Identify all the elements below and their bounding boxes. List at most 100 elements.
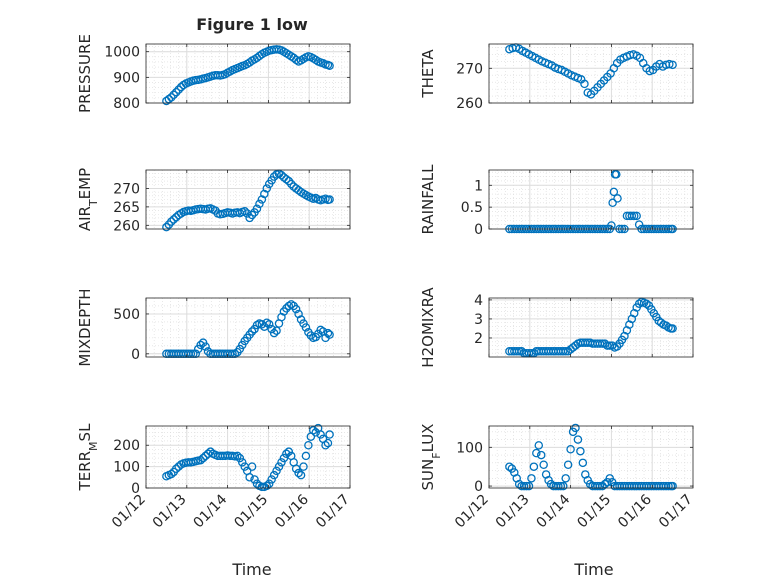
y-axis-label: THETA	[419, 49, 437, 99]
y-tick-label: 2	[474, 331, 483, 347]
series-sun-flux	[505, 423, 677, 491]
data-point	[554, 481, 563, 491]
series-air-temp	[162, 169, 334, 232]
data-point	[167, 217, 176, 226]
data-point	[171, 464, 181, 474]
axes-rainfall: 0 0.5 1 RAINFALL	[419, 164, 694, 238]
data-point	[272, 326, 281, 335]
data-point	[228, 349, 237, 359]
data-point	[325, 195, 334, 204]
y-tick-label: 200	[113, 438, 140, 454]
data-point	[573, 435, 583, 444]
y-axis-label: SUNFLUX	[419, 424, 443, 491]
data-point	[169, 215, 178, 224]
series-mixdepth	[162, 300, 334, 359]
data-point	[282, 449, 291, 459]
data-point	[262, 481, 272, 491]
y-tick-label: 1	[474, 178, 483, 194]
data-point	[527, 474, 536, 483]
plot-area	[489, 170, 693, 229]
x-tick-label: 01/12	[452, 492, 492, 532]
data-point	[247, 210, 257, 220]
data-point	[323, 328, 333, 338]
axes-box	[145, 169, 351, 230]
data-point	[566, 444, 575, 454]
data-point	[536, 450, 546, 460]
axes-box	[488, 297, 694, 358]
data-point	[668, 60, 677, 70]
data-point	[556, 481, 566, 491]
y-tick-label: 265	[113, 200, 140, 216]
data-point	[186, 349, 196, 359]
data-point	[257, 482, 267, 492]
data-point	[191, 349, 201, 359]
x-axis-label-right: Time	[573, 560, 613, 579]
axes-sun-flux: 0 100 01/12 01/13 01/14 01/15 01/16 01/17 SUNFLU…	[419, 424, 696, 532]
x-tick-label: 01/13	[150, 492, 190, 532]
data-point	[167, 469, 176, 479]
plot-area	[146, 426, 350, 488]
data-point	[519, 481, 529, 491]
y-tick-label: 900	[113, 70, 140, 86]
data-point	[323, 438, 333, 448]
data-point	[642, 299, 651, 308]
data-point	[664, 481, 673, 491]
data-point	[279, 453, 289, 463]
data-point	[524, 481, 534, 491]
data-point	[240, 207, 249, 216]
axes-box	[145, 425, 351, 489]
data-point	[505, 462, 514, 471]
y-tick-label: 800	[113, 96, 140, 112]
data-point	[661, 60, 671, 70]
series-h2omixra	[505, 297, 677, 358]
data-point	[294, 468, 303, 478]
axes-mixdepth: 0 500 MIXDEPTH	[76, 288, 351, 367]
x-tick-label: 01/14	[534, 491, 574, 531]
y-tick-label: 500	[113, 307, 140, 323]
data-point	[559, 481, 568, 491]
series-terr-msl	[162, 423, 334, 492]
axes-box	[488, 43, 694, 104]
data-point	[162, 222, 171, 232]
data-point	[269, 470, 279, 480]
data-point	[167, 93, 176, 102]
x-tick-label: 01/15	[574, 492, 614, 532]
y-tick-label: 0	[474, 479, 483, 495]
plot-area	[146, 298, 350, 357]
y-axis-label: AIRTEMP	[76, 168, 100, 231]
data-point	[608, 198, 617, 208]
data-point	[311, 428, 320, 437]
data-point	[277, 170, 286, 180]
data-point	[609, 187, 619, 197]
data-point	[250, 475, 259, 484]
data-point	[578, 458, 588, 468]
data-point	[264, 320, 274, 329]
data-point	[534, 441, 544, 450]
data-point	[580, 79, 589, 89]
axes-box	[145, 43, 351, 104]
axes-theta: 260 270 THETA	[419, 43, 694, 112]
y-tick-label: 100	[113, 460, 140, 476]
data-point	[291, 304, 301, 314]
data-point	[613, 194, 622, 203]
y-tick-label: 270	[456, 61, 483, 77]
data-point	[262, 184, 272, 193]
y-tick-label: 0	[131, 347, 140, 363]
data-point	[301, 451, 311, 461]
y-tick-label: 100	[456, 440, 483, 456]
data-point	[196, 455, 205, 465]
data-point	[286, 179, 296, 189]
data-point	[277, 458, 286, 467]
y-axis-label: TERRMSL	[76, 423, 100, 492]
y-axis-label: MIXDEPTH	[76, 288, 94, 366]
data-point	[634, 220, 644, 229]
data-point	[284, 447, 294, 456]
data-point	[612, 170, 621, 179]
y-axis-label: H2OMIXRA	[419, 287, 437, 368]
x-tick-label: 01/17	[656, 492, 696, 532]
y-tick-label: 0.5	[461, 200, 483, 216]
series-pressure	[162, 45, 334, 106]
data-point	[576, 446, 585, 456]
y-tick-label: 4	[474, 293, 483, 309]
data-point	[196, 340, 205, 350]
